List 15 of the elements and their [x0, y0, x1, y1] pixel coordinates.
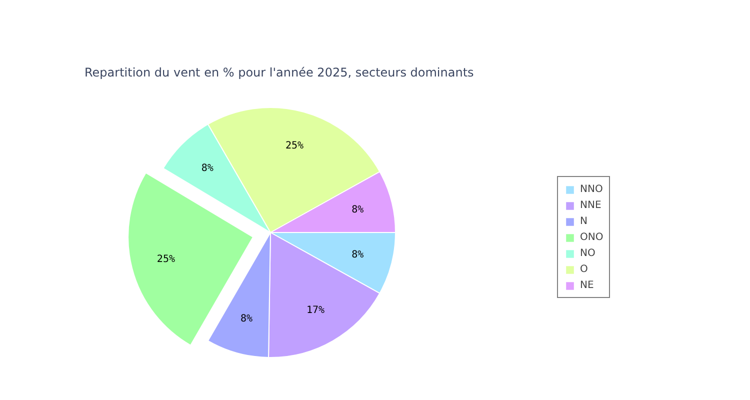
data-label: 8%	[352, 204, 364, 216]
legend-label: NO	[580, 247, 596, 259]
data-label: 25%	[156, 254, 175, 266]
legend-label: NE	[580, 279, 595, 291]
data-label: 8%	[352, 250, 364, 261]
data-label: 8%	[240, 314, 253, 325]
chart-title: Repartition du vent en % pour l'année 2025, secteurs dominants	[84, 66, 474, 80]
legend-label: NNO	[580, 183, 603, 195]
data-label: 17%	[306, 304, 325, 316]
data-label: 25%	[285, 140, 304, 152]
legend-label: N	[580, 215, 588, 227]
legend-label: ONO	[580, 231, 604, 243]
legend-label: NNE	[580, 199, 602, 211]
data-label: 8%	[201, 162, 214, 174]
legend-label: O	[580, 263, 589, 275]
